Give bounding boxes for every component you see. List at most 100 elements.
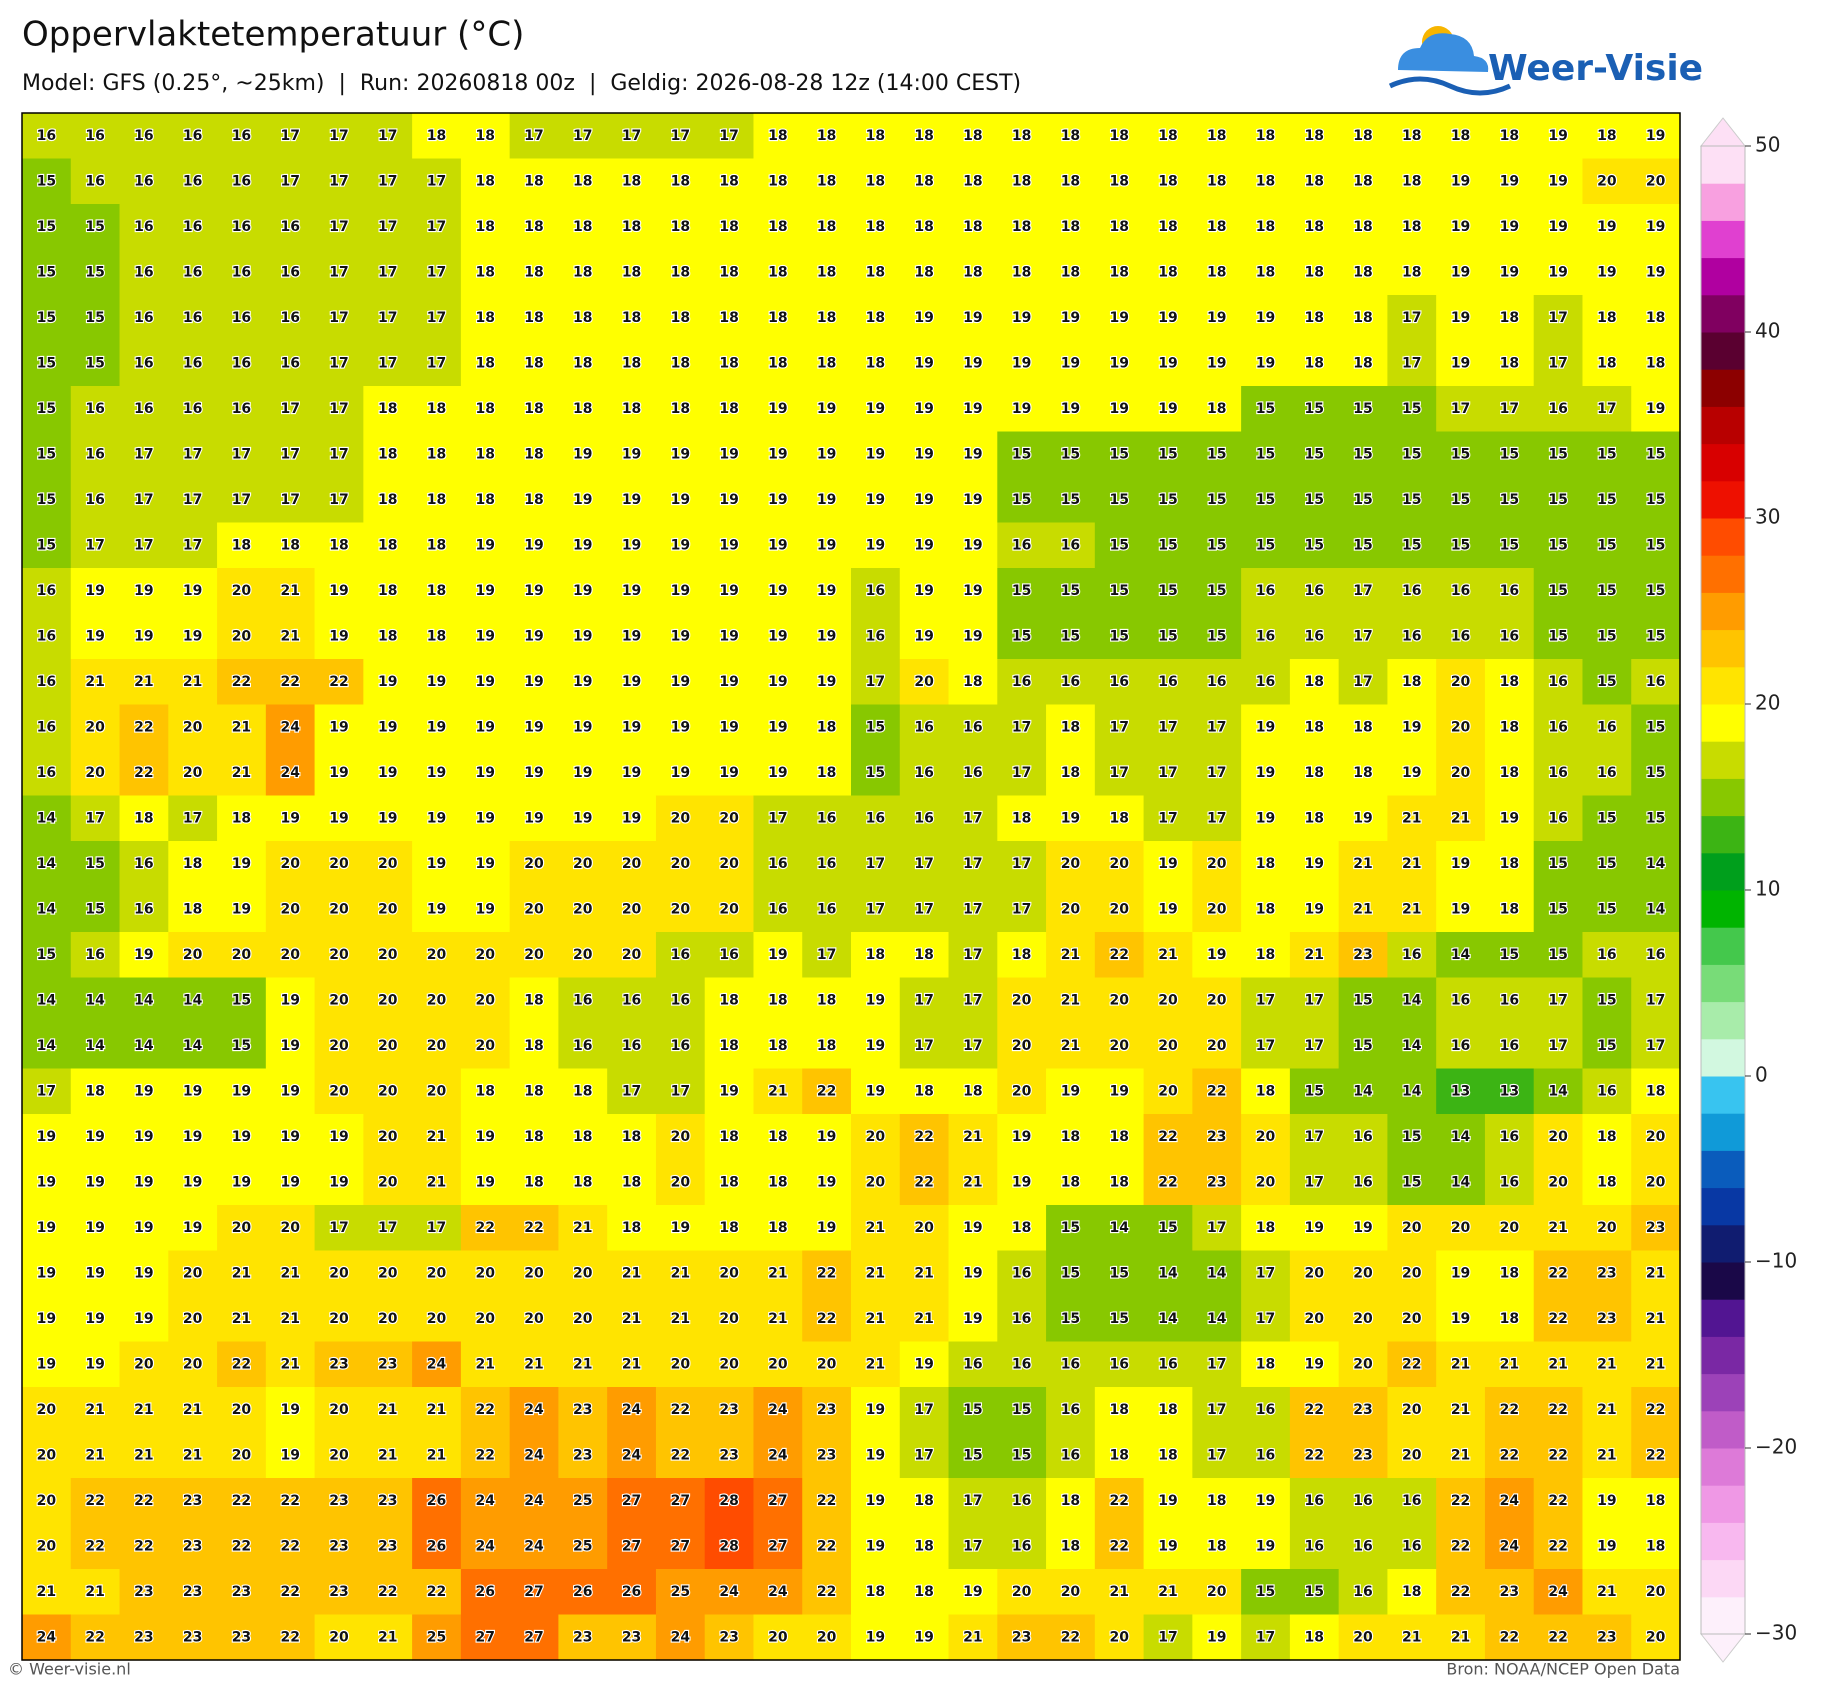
temperature-cell — [412, 158, 462, 205]
temperature-label: 17 — [1012, 719, 1031, 735]
temperature-label: 21 — [134, 1447, 153, 1463]
temperature-cell — [1533, 704, 1584, 751]
temperature-cell — [119, 431, 169, 478]
temperature-cell — [119, 1205, 169, 1252]
temperature-cell — [1533, 1387, 1584, 1434]
temperature-label: 18 — [1500, 901, 1519, 917]
temperature-label: 17 — [183, 810, 202, 826]
temperature-cell — [899, 249, 950, 296]
temperature-label: 21 — [1158, 1584, 1177, 1600]
temperature-label: 15 — [1597, 537, 1616, 553]
temperature-label: 17 — [1548, 355, 1567, 371]
temperature-label: 18 — [427, 537, 446, 553]
temperature-cell — [851, 295, 901, 342]
temperature-label: 22 — [1061, 1629, 1080, 1645]
temperature-label: 21 — [378, 1402, 397, 1418]
temperature-label: 15 — [1305, 1083, 1324, 1099]
temperature-cell — [314, 1387, 364, 1434]
temperature-label: 17 — [329, 492, 348, 508]
temperature-cell — [1436, 1159, 1486, 1206]
temperature-cell — [412, 386, 462, 433]
temperature-cell — [851, 522, 901, 569]
colorbar-tick-label: −30 — [1755, 1621, 1797, 1645]
temperature-label: 18 — [476, 355, 495, 371]
temperature-label: 18 — [573, 173, 592, 189]
temperature-cell — [509, 613, 560, 660]
temperature-label: 19 — [280, 992, 299, 1008]
temperature-cell — [119, 158, 169, 205]
temperature-label: 15 — [1402, 1174, 1421, 1190]
temperature-label: 16 — [280, 310, 299, 326]
temperature-cell — [119, 613, 169, 660]
temperature-cell — [70, 659, 121, 706]
temperature-label: 18 — [671, 355, 690, 371]
temperature-label: 21 — [963, 1129, 982, 1145]
temperature-label: 22 — [1451, 1493, 1470, 1509]
temperature-label: 19 — [622, 719, 641, 735]
temperature-label: 19 — [1109, 401, 1128, 417]
temperature-label: 16 — [1597, 1083, 1616, 1099]
temperature-label: 19 — [963, 583, 982, 599]
temperature-cell — [22, 795, 72, 842]
temperature-label: 19 — [134, 1311, 153, 1327]
temperature-label: 17 — [280, 401, 299, 417]
temperature-cell — [1436, 1205, 1486, 1252]
temperature-cell — [1094, 113, 1145, 160]
temperature-label: 16 — [1500, 1129, 1519, 1145]
temperature-cell — [168, 386, 218, 433]
temperature-cell — [1241, 1296, 1291, 1343]
temperature-cell — [1387, 1432, 1437, 1479]
temperature-label: 27 — [768, 1493, 787, 1509]
temperature-label: 17 — [378, 310, 397, 326]
temperature-label: 18 — [1207, 401, 1226, 417]
temperature-cell — [1094, 1068, 1145, 1115]
temperature-label: 21 — [85, 674, 104, 690]
temperature-cell — [412, 1569, 462, 1616]
temperature-cell — [1582, 886, 1632, 933]
temperature-cell — [1436, 977, 1486, 1024]
colorbar-band — [1701, 146, 1745, 184]
temperature-label: 21 — [1451, 810, 1470, 826]
temperature-label: 15 — [1646, 765, 1665, 781]
temperature-cell — [22, 977, 72, 1024]
temperature-cell — [948, 1205, 998, 1252]
colorbar-band — [1701, 1410, 1745, 1449]
temperature-cell — [1192, 1523, 1242, 1570]
temperature-cell — [1094, 1114, 1145, 1161]
temperature-cell — [22, 1614, 72, 1661]
temperature-cell — [119, 704, 169, 751]
temperature-label: 19 — [1207, 947, 1226, 963]
temperature-cell — [168, 1205, 218, 1252]
temperature-cell — [1387, 1068, 1437, 1115]
temperature-label: 17 — [1207, 765, 1226, 781]
temperature-label: 18 — [1353, 765, 1372, 781]
temperature-cell — [265, 704, 316, 751]
temperature-cell — [704, 386, 755, 433]
temperature-label: 17 — [329, 173, 348, 189]
temperature-label: 16 — [1451, 992, 1470, 1008]
colorbar-band — [1701, 815, 1745, 854]
temperature-label: 19 — [427, 901, 446, 917]
temperature-label: 16 — [280, 264, 299, 280]
temperature-cell — [899, 704, 950, 751]
temperature-cell — [607, 1159, 657, 1206]
temperature-cell — [948, 613, 998, 660]
temperature-label: 19 — [622, 674, 641, 690]
temperature-cell — [1436, 522, 1486, 569]
temperature-cell — [1143, 659, 1193, 706]
temperature-cell — [168, 431, 218, 478]
temperature-cell — [704, 1205, 755, 1252]
temperature-label: 20 — [1109, 1629, 1129, 1645]
temperature-label: 21 — [280, 1265, 299, 1281]
temperature-label: 15 — [37, 173, 56, 189]
temperature-label: 19 — [1207, 355, 1226, 371]
temperature-label: 19 — [1597, 264, 1616, 280]
temperature-cell — [1387, 977, 1437, 1024]
temperature-cell — [265, 795, 316, 842]
temperature-label: 28 — [719, 1538, 738, 1554]
temperature-cell — [1631, 1569, 1681, 1616]
temperature-label: 20 — [476, 1311, 496, 1327]
temperature-label: 22 — [1158, 1174, 1177, 1190]
temperature-cell — [1631, 158, 1681, 205]
temperature-label: 15 — [1158, 446, 1177, 462]
